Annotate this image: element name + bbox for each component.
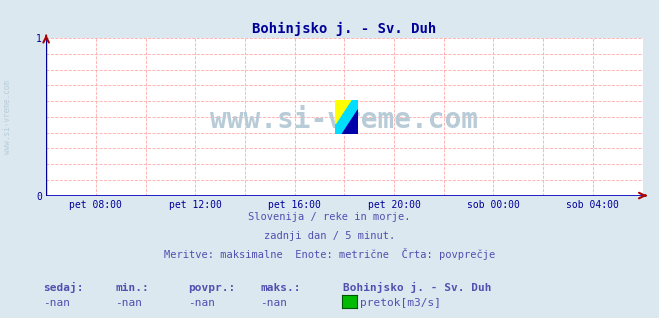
Text: www.si-vreme.com: www.si-vreme.com <box>210 106 478 134</box>
Title: Bohinjsko j. - Sv. Duh: Bohinjsko j. - Sv. Duh <box>252 21 436 36</box>
Text: sedaj:: sedaj: <box>43 282 83 293</box>
Text: Slovenija / reke in morje.: Slovenija / reke in morje. <box>248 212 411 222</box>
Polygon shape <box>342 110 358 134</box>
Text: maks.:: maks.: <box>260 283 301 293</box>
Text: zadnji dan / 5 minut.: zadnji dan / 5 minut. <box>264 231 395 241</box>
Polygon shape <box>335 100 358 134</box>
Text: povpr.:: povpr.: <box>188 283 235 293</box>
Text: -nan: -nan <box>188 298 215 308</box>
Text: -nan: -nan <box>115 298 142 308</box>
Text: min.:: min.: <box>115 283 149 293</box>
Text: -nan: -nan <box>260 298 287 308</box>
Text: -nan: -nan <box>43 298 70 308</box>
Text: pretok[m3/s]: pretok[m3/s] <box>360 298 442 308</box>
Text: Bohinjsko j. - Sv. Duh: Bohinjsko j. - Sv. Duh <box>343 282 491 293</box>
Text: www.si-vreme.com: www.si-vreme.com <box>3 80 13 154</box>
Text: Meritve: maksimalne  Enote: metrične  Črta: povprečje: Meritve: maksimalne Enote: metrične Črta… <box>164 248 495 259</box>
Polygon shape <box>335 100 351 124</box>
